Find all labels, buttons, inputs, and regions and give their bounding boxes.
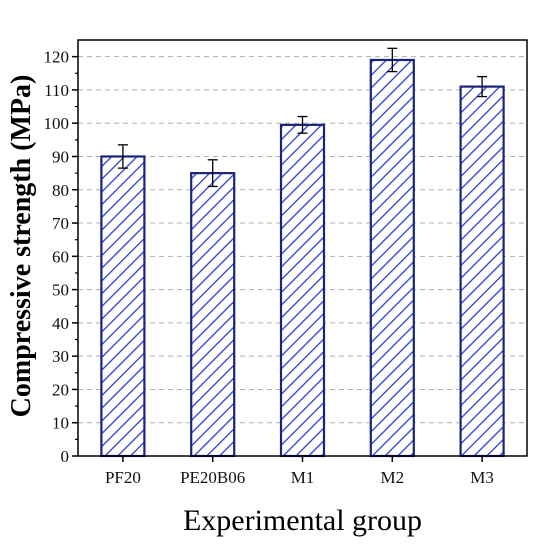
x-tick-label: M3 [470,468,494,487]
y-tick-label: 120 [44,48,70,67]
y-tick-label: 30 [52,347,69,366]
bar-m1 [279,123,326,458]
y-tick-label: 50 [52,281,69,300]
y-tick-label: 0 [61,447,70,466]
bar-pf20 [100,155,146,458]
y-axis-ticks: 0 10 20 30 40 50 60 70 80 90 100 110 120 [44,48,78,466]
y-tick-label: 110 [44,81,69,100]
y-tick-label: 70 [52,214,69,233]
x-axis-ticks: PF20 PE20B06 M1 M2 M3 [105,456,494,487]
y-axis-title: Compressive strength (MPa) [6,75,37,418]
y-tick-label: 10 [52,414,69,433]
x-tick-label: PF20 [105,468,141,487]
x-axis-title: Experimental group [183,504,422,537]
y-tick-label: 80 [52,181,69,200]
bar-pe20b06 [190,172,236,458]
y-tick-label: 100 [44,114,70,133]
bar-m3 [459,85,505,458]
y-tick-label: 20 [52,380,69,399]
x-tick-label: M1 [291,468,315,487]
error-bars [117,47,488,188]
gridlines [78,56,527,424]
y-tick-label: 40 [52,314,69,333]
y-tick-label: 60 [52,247,69,266]
y-tick-label: 90 [52,147,69,166]
x-tick-label: M2 [380,468,404,487]
bar-m2 [369,58,415,458]
x-tick-label: PE20B06 [180,468,245,487]
